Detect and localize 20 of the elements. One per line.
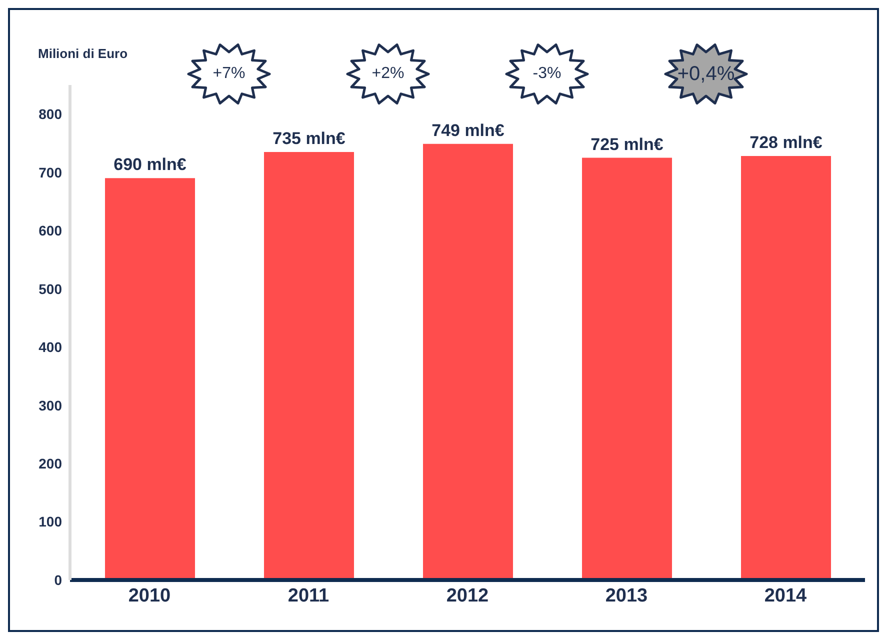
y-axis-title: Milioni di Euro	[38, 46, 128, 61]
data-label: 749 mln€	[432, 120, 505, 140]
x-tick-label: 2014	[764, 585, 808, 606]
y-tick-label: 100	[38, 514, 62, 530]
y-tick-label: 800	[38, 106, 62, 122]
y-tick-label: 500	[38, 280, 62, 297]
y-tick-label: 200	[38, 456, 62, 472]
x-tick-label: 2012	[446, 585, 489, 606]
y-tick-label: 400	[38, 339, 62, 356]
data-label: 725 mln€	[590, 134, 664, 154]
y-tick-label: 0	[54, 572, 62, 588]
x-tick-label: 2010	[128, 585, 171, 606]
y-tick-label: 300	[38, 397, 62, 414]
data-label: 728 mln€	[750, 133, 823, 152]
x-tick-label: 2013	[605, 585, 648, 606]
data-label: 690 mln€	[114, 155, 187, 174]
y-tick-label: 700	[38, 164, 62, 180]
data-label: 735 mln€	[272, 128, 346, 148]
x-tick-label: 2011	[288, 585, 330, 606]
y-tick-label: 600	[38, 222, 62, 239]
